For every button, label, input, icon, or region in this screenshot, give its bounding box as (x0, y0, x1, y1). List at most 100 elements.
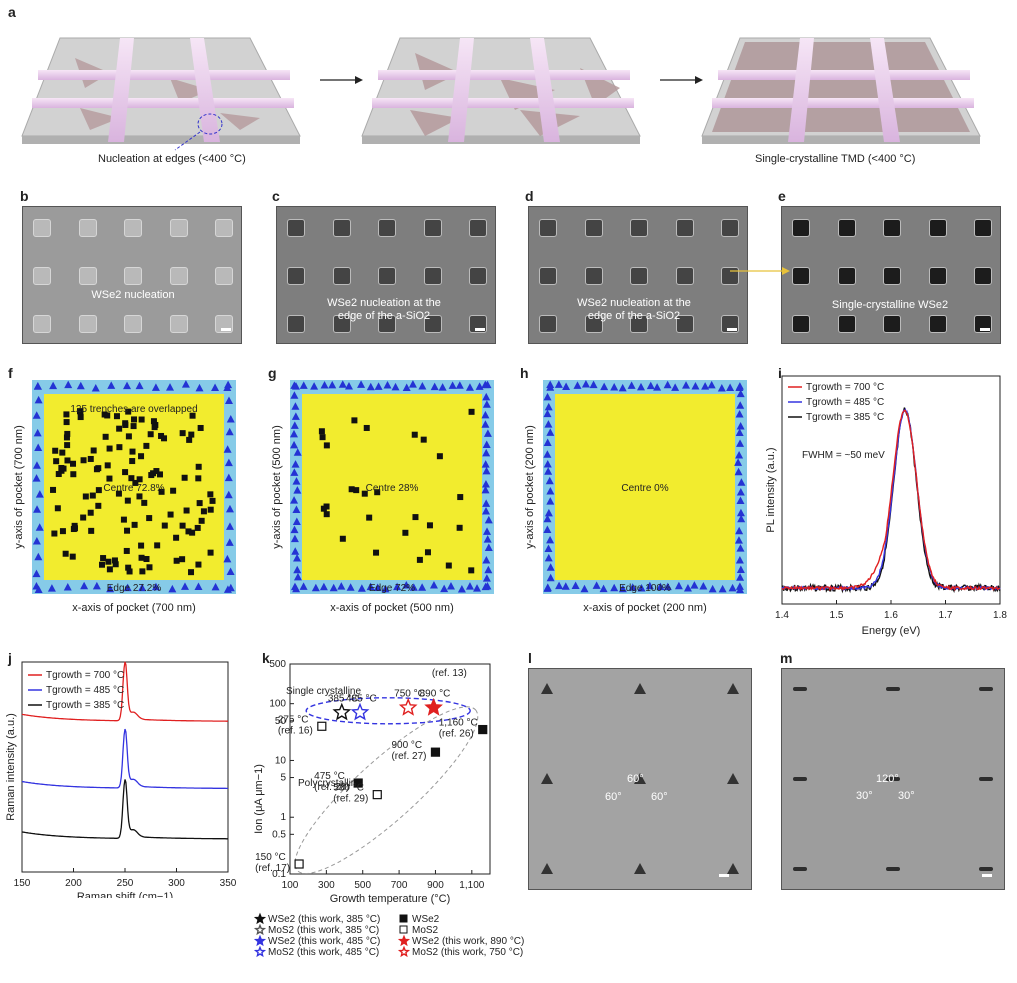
edge-nucleus-marker (194, 582, 203, 590)
trench-feature (378, 315, 396, 333)
centre-nucleus-marker (52, 447, 59, 454)
edge-nucleus-marker (554, 380, 563, 388)
centre-nucleus-marker (173, 534, 180, 541)
edge-nucleus-marker (319, 582, 328, 591)
centre-nucleus-marker (104, 462, 111, 469)
edge-nucleus-marker (293, 448, 302, 456)
edge-nucleus-marker (311, 583, 320, 592)
centre-nucleus-marker (62, 550, 69, 557)
edge-nucleus-marker (408, 380, 417, 388)
centre-nucleus-marker (87, 455, 94, 462)
centre-nucleus-marker (125, 564, 132, 571)
trench-feature (78, 267, 97, 285)
raman-series-line (21, 728, 228, 790)
trench-feature (33, 267, 51, 285)
y-tick-label: 5 (280, 773, 286, 784)
trench-feature (634, 773, 646, 784)
legend-entry: Tgrowth = 700 °C (806, 382, 884, 393)
edge-percentage: Edge 72% (369, 583, 415, 594)
panel-label-g: g (268, 365, 277, 381)
edge-nucleus-marker (561, 582, 570, 590)
centre-region (302, 394, 482, 580)
point-label: (ref. 13) (432, 668, 467, 679)
edge-nucleus-marker (482, 466, 491, 475)
centre-nucleus-marker (132, 479, 139, 486)
panel-label-e: e (778, 188, 786, 204)
edge-nucleus-marker (291, 547, 300, 555)
legend-entry: MoS2 (399, 925, 439, 936)
legend-entry: MoS2 (this work, 385 °C) (253, 923, 379, 936)
centre-nucleus-marker (366, 514, 373, 521)
legend-entry: WSe2 (this work, 890 °C) (397, 934, 524, 947)
edge-nucleus-marker (123, 381, 132, 390)
centre-nucleus-marker (54, 505, 61, 512)
edge-nucleus-marker (166, 383, 175, 391)
edge-nucleus-marker (292, 477, 301, 485)
trench-feature (928, 219, 947, 237)
trench-feature (979, 777, 993, 781)
legend-entry: Tgrowth = 385 °C (806, 412, 884, 423)
edge-nucleus-marker (484, 543, 493, 552)
centre-nucleus-marker (445, 562, 452, 569)
centre-nucleus-marker (51, 530, 58, 537)
centre-nucleus-marker (138, 453, 145, 460)
edge-nucleus-marker (291, 412, 300, 420)
centre-nucleus-marker (411, 431, 418, 438)
edge-nucleus-marker (195, 383, 204, 392)
map-f: 125 trenches are overlapped Centre 72.8% E… (13, 380, 236, 614)
angle-label: 30° (898, 790, 915, 802)
legend-entry: WSe2 (399, 914, 440, 925)
centre-nucleus-marker (80, 514, 87, 521)
edge-nucleus-marker (699, 581, 708, 590)
x-axis-label: x-axis of pocket (700 nm) (72, 602, 196, 614)
centre-nucleus-marker (71, 522, 78, 529)
x-tick-label: 1,100 (459, 880, 484, 891)
edge-nucleus-marker (545, 476, 554, 485)
svg-text:WSe2 (this work, 890 °C): WSe2 (this work, 890 °C) (412, 936, 524, 947)
trench-feature (634, 683, 646, 694)
centre-nucleus-marker (181, 474, 188, 481)
centre-nucleus-marker (200, 508, 207, 515)
centre-nucleus-marker (136, 493, 143, 500)
centre-nucleus-marker (53, 458, 60, 465)
caption-single-crystalline-tmd: Single-crystalline TMD (<400 °C) (755, 153, 916, 165)
centre-nucleus-marker (373, 549, 380, 556)
trench-feature (974, 219, 992, 237)
panel-label-d: d (525, 188, 534, 204)
centre-nucleus-marker (456, 524, 463, 531)
edge-nucleus-marker (483, 535, 492, 543)
centre-nucleus-marker (179, 556, 186, 563)
edge-nucleus-marker (482, 574, 491, 582)
edge-nucleus-marker (482, 392, 491, 401)
x-tick-label: 1.4 (775, 610, 789, 621)
edge-nucleus-marker (138, 583, 147, 592)
edge-nucleus-marker (481, 479, 490, 488)
edge-nucleus-marker (484, 565, 493, 574)
point-label: 275 °C (278, 714, 309, 725)
edge-nucleus-marker (223, 445, 232, 453)
angle-label: 60° (651, 791, 668, 803)
centre-nucleus-marker (424, 549, 431, 556)
trench-feature (378, 267, 396, 285)
trench-feature (634, 863, 646, 874)
scale-bar (475, 328, 485, 331)
edge-nucleus-marker (418, 381, 427, 390)
pl-series-line (781, 409, 1001, 592)
edge-nucleus-marker (690, 581, 699, 589)
scale-bar (982, 874, 992, 877)
point-label: (ref. 17) (255, 863, 290, 874)
centre-nucleus-marker (63, 434, 70, 441)
schematic-panel-a (21, 37, 981, 151)
edge-nucleus-marker (708, 584, 717, 593)
centre-nucleus-marker (126, 568, 133, 575)
edge-nucleus-marker (226, 567, 235, 576)
trench-feature (169, 219, 188, 237)
trench-feature (287, 267, 305, 285)
trench-feature (630, 315, 648, 333)
svg-text:MoS2 (this work, 485 °C): MoS2 (this work, 485 °C) (268, 947, 379, 958)
edge-nucleus-marker (736, 401, 745, 409)
centre-nucleus-marker (143, 556, 150, 563)
edge-nucleus-marker (546, 428, 555, 436)
centre-nucleus-marker (185, 528, 192, 535)
edge-nucleus-marker (338, 380, 347, 388)
